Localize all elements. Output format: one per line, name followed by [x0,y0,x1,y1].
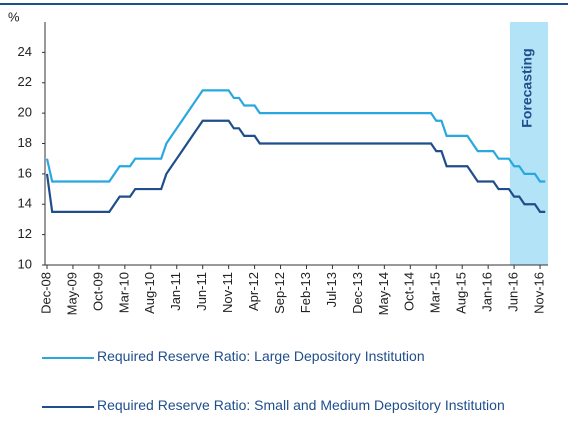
forecast-annotation: Forecasting [519,48,535,127]
x-tick-label: Feb-13 [298,272,313,313]
x-tick-label: Nov-16 [531,272,546,314]
x-tick-label: Jun-11 [194,272,209,311]
x-tick-label: Dec-08 [38,272,53,314]
x-tick-label: Aug-10 [142,272,157,314]
legend-item: Required Reserve Ratio: Small and Medium… [42,397,522,414]
x-tick-label: Nov-11 [220,272,235,313]
y-tick-label: 24 [18,44,32,59]
x-tick-label: Mar-10 [116,272,131,313]
x-tick-label: Oct-14 [402,272,417,311]
y-tick-label: 20 [18,105,32,120]
x-tick-label: May-09 [64,272,79,315]
x-tick-label: Jan-16 [480,272,495,312]
x-tick-label: Jun-16 [506,272,521,312]
legend-label: Required Reserve Ratio: Large Depository… [97,348,425,364]
y-axis-label: % [8,9,20,24]
y-tick-label: 12 [18,226,32,241]
x-tick-label: Jul-13 [324,272,339,307]
legend-swatch [42,357,94,359]
x-tick-label: Jan-11 [168,272,183,311]
x-tick-label: Sep-12 [272,272,287,314]
y-tick-label: 16 [18,165,32,180]
y-tick-label: 14 [18,196,32,211]
x-tick-label: Aug-15 [454,272,469,314]
x-tick-label: Dec-13 [350,272,365,314]
legend-label: Required Reserve Ratio: Small and Medium… [97,397,505,413]
x-tick-label: Mar-15 [428,272,443,313]
x-tick-label: May-14 [376,272,391,315]
series-line [45,89,546,183]
legend-swatch [42,406,94,408]
y-tick-label: 10 [18,256,32,271]
forecast-band [510,22,548,265]
x-tick-label: Apr-12 [246,272,261,311]
y-tick-label: 22 [18,74,32,89]
x-tick-label: Oct-09 [90,272,105,311]
legend-item: Required Reserve Ratio: Large Depository… [42,348,522,365]
series-line [45,119,546,213]
y-tick-label: 18 [18,135,32,150]
